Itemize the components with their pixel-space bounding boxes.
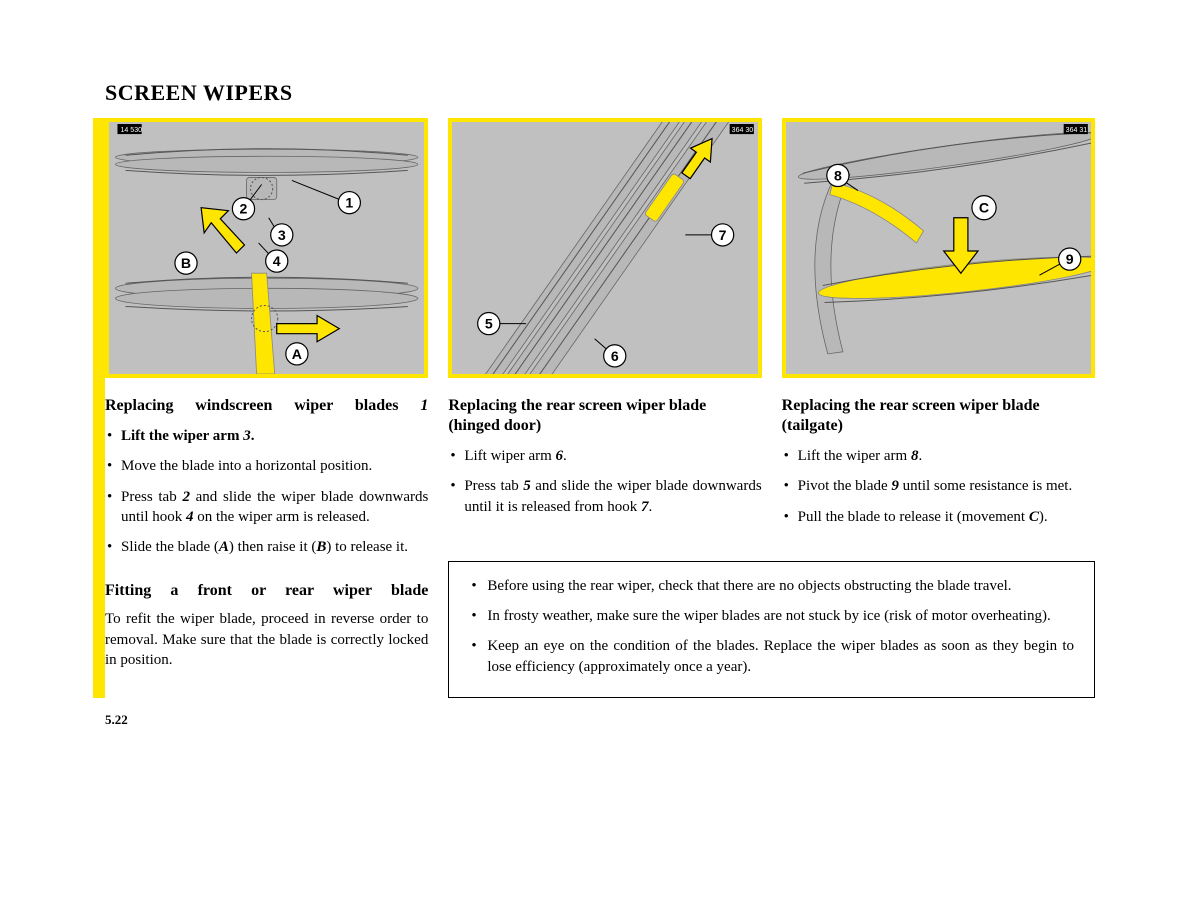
step-item: Lift wiper arm 6. xyxy=(448,446,761,466)
callout-9: 9 xyxy=(1065,251,1073,267)
col1-steps: Lift the wiper arm 3. Move the blade into… xyxy=(105,426,428,557)
column-3: 8 C 9 364 31 Replacing the rear screen w… xyxy=(782,118,1095,537)
col2-heading: Replacing the rear screen wiper blade (h… xyxy=(448,396,761,436)
callout-7: 7 xyxy=(719,227,727,243)
notes-list: Before using the rear wiper, check that … xyxy=(469,576,1074,677)
page-title: SCREEN WIPERS xyxy=(105,80,1095,106)
callout-6: 6 xyxy=(611,348,619,364)
col1-subtext: To refit the wiper blade, proceed in rev… xyxy=(105,609,428,670)
callout-B: B xyxy=(181,255,191,271)
diagram-2: 7 5 6 364 30 xyxy=(448,118,761,378)
col3-heading: Replacing the rear screen wiper blade (t… xyxy=(782,396,1095,436)
callout-8: 8 xyxy=(834,167,842,183)
page-number: 5.22 xyxy=(105,712,1095,728)
step-item: Slide the blade (A) then raise it (B) to… xyxy=(105,537,428,557)
yellow-side-bar xyxy=(93,118,105,698)
note-item: Before using the rear wiper, check that … xyxy=(469,576,1074,596)
step-item: Move the blade into a horizontal positio… xyxy=(105,456,428,476)
step-item: Press tab 5 and slide the wiper blade do… xyxy=(448,476,761,517)
callout-5: 5 xyxy=(485,316,493,332)
note-item: Keep an eye on the condition of the blad… xyxy=(469,636,1074,677)
callout-3: 3 xyxy=(278,227,286,243)
col1-subheading: Fitting a front or rear wiper blade xyxy=(105,581,428,601)
callout-4: 4 xyxy=(273,253,281,269)
step-item: Pivot the blade 9 until some resistance … xyxy=(782,476,1095,496)
callout-2: 2 xyxy=(240,201,248,217)
col2-steps: Lift wiper arm 6. Press tab 5 and slide t… xyxy=(448,446,761,517)
step-item: Lift the wiper arm 8. xyxy=(782,446,1095,466)
diagram-3: 8 C 9 364 31 xyxy=(782,118,1095,378)
step-item: Pull the blade to release it (movement C… xyxy=(782,507,1095,527)
img-ref-3: 364 31 xyxy=(1065,127,1087,134)
callout-A: A xyxy=(292,346,302,362)
step-item: Lift the wiper arm 3. xyxy=(105,426,428,446)
columns-wrapper: 1 2 3 4 B A 14 530 Replacing windscreen … xyxy=(105,118,1095,698)
diagram-1: 1 2 3 4 B A 14 530 xyxy=(105,118,428,378)
step-item: Press tab 2 and slide the wiper blade do… xyxy=(105,487,428,528)
callout-C: C xyxy=(979,200,989,216)
note-item: In frosty weather, make sure the wiper b… xyxy=(469,606,1074,626)
callout-1: 1 xyxy=(345,195,353,211)
notes-box: Before using the rear wiper, check that … xyxy=(448,561,1095,698)
col1-heading: Replacing windscreen wiper blades 1 xyxy=(105,396,428,416)
column-1: 1 2 3 4 B A 14 530 Replacing windscreen … xyxy=(105,118,428,698)
column-2: 7 5 6 364 30 Replacing the rear screen w… xyxy=(448,118,761,537)
col3-steps: Lift the wiper arm 8. Pivot the blade 9 u… xyxy=(782,446,1095,527)
img-ref-2: 364 30 xyxy=(732,127,754,134)
img-ref-1: 14 530 xyxy=(121,127,143,134)
right-block: 7 5 6 364 30 Replacing the rear screen w… xyxy=(448,118,1095,698)
